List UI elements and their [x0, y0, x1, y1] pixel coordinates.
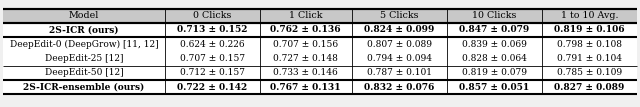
- Text: 0.733 ± 0.146: 0.733 ± 0.146: [273, 68, 338, 77]
- Bar: [3, 37, 637, 51]
- Text: 0.713 ± 0.152: 0.713 ± 0.152: [177, 25, 248, 34]
- Bar: [3, 80, 637, 94]
- Text: 0.722 ± 0.142: 0.722 ± 0.142: [177, 82, 248, 91]
- Text: 0.828 ± 0.064: 0.828 ± 0.064: [462, 54, 527, 63]
- Text: 0.712 ± 0.157: 0.712 ± 0.157: [180, 68, 244, 77]
- Text: DeepEdit-25 [12]: DeepEdit-25 [12]: [45, 54, 124, 63]
- Bar: [3, 9, 637, 23]
- Text: DeepEdit-50 [12]: DeepEdit-50 [12]: [45, 68, 124, 77]
- Text: 1 to 10 Avg.: 1 to 10 Avg.: [561, 11, 618, 20]
- Text: 0.819 ± 0.106: 0.819 ± 0.106: [554, 25, 625, 34]
- Text: 0.727 ± 0.148: 0.727 ± 0.148: [273, 54, 338, 63]
- Text: 2S-ICR (ours): 2S-ICR (ours): [49, 25, 119, 34]
- Text: 5 Clicks: 5 Clicks: [380, 11, 419, 20]
- Text: 0.762 ± 0.136: 0.762 ± 0.136: [271, 25, 341, 34]
- Text: 10 Clicks: 10 Clicks: [472, 11, 516, 20]
- Text: 0.827 ± 0.089: 0.827 ± 0.089: [554, 82, 625, 91]
- Text: 0.791 ± 0.104: 0.791 ± 0.104: [557, 54, 622, 63]
- Text: 0.798 ± 0.108: 0.798 ± 0.108: [557, 40, 622, 49]
- Text: 0.707 ± 0.157: 0.707 ± 0.157: [180, 54, 245, 63]
- Text: DeepEdit-0 (DeepGrow) [11, 12]: DeepEdit-0 (DeepGrow) [11, 12]: [10, 40, 158, 49]
- Text: 0.794 ± 0.094: 0.794 ± 0.094: [367, 54, 432, 63]
- Text: 1 Click: 1 Click: [289, 11, 323, 20]
- Text: 0.839 ± 0.069: 0.839 ± 0.069: [462, 40, 527, 49]
- Text: 0.785 ± 0.109: 0.785 ± 0.109: [557, 68, 622, 77]
- Text: 0.707 ± 0.156: 0.707 ± 0.156: [273, 40, 339, 49]
- Text: Model: Model: [68, 11, 99, 20]
- Bar: [3, 51, 637, 66]
- Text: 0.787 ± 0.101: 0.787 ± 0.101: [367, 68, 432, 77]
- Text: 0 Clicks: 0 Clicks: [193, 11, 232, 20]
- Text: 0.624 ± 0.226: 0.624 ± 0.226: [180, 40, 244, 49]
- Text: 0.824 ± 0.099: 0.824 ± 0.099: [364, 25, 435, 34]
- Bar: [3, 66, 637, 80]
- Text: 0.819 ± 0.079: 0.819 ± 0.079: [461, 68, 527, 77]
- Text: 2S-ICR-ensemble (ours): 2S-ICR-ensemble (ours): [23, 82, 145, 91]
- Text: 0.847 ± 0.079: 0.847 ± 0.079: [459, 25, 529, 34]
- Bar: [3, 23, 637, 37]
- Text: 0.807 ± 0.089: 0.807 ± 0.089: [367, 40, 432, 49]
- Text: 0.767 ± 0.131: 0.767 ± 0.131: [271, 82, 341, 91]
- Text: 0.857 ± 0.051: 0.857 ± 0.051: [459, 82, 529, 91]
- Text: 0.832 ± 0.076: 0.832 ± 0.076: [364, 82, 435, 91]
